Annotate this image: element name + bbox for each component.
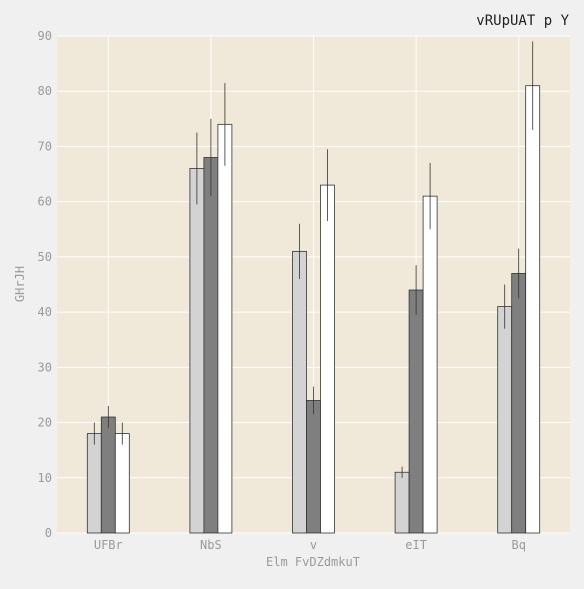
bar bbox=[394, 471, 410, 534]
bar bbox=[203, 157, 219, 534]
y-axis-title: GHrJH bbox=[13, 266, 27, 302]
bar bbox=[306, 400, 321, 534]
bar bbox=[497, 306, 513, 534]
bar bbox=[100, 416, 116, 534]
bars bbox=[86, 41, 541, 534]
bar bbox=[408, 289, 424, 534]
y-tick-label: 30 bbox=[38, 360, 52, 374]
y-tick-label: 10 bbox=[38, 471, 52, 485]
y-tick-label: 40 bbox=[38, 305, 52, 319]
y-tick-label: 50 bbox=[38, 250, 52, 264]
x-tick-label: UFBr bbox=[94, 538, 123, 552]
chart-title: vRUpUAT p Y bbox=[476, 13, 569, 29]
bar bbox=[320, 184, 335, 534]
bar bbox=[217, 123, 233, 534]
bar bbox=[511, 273, 527, 534]
tick-labels: 0 10 20 30 40 50 60 70 80 90 UFBr NbS v eIT Bq bbox=[38, 29, 526, 552]
bar bbox=[525, 85, 541, 534]
y-tick-label: 20 bbox=[38, 416, 52, 430]
x-tick-label: v bbox=[310, 538, 317, 552]
y-tick-label: 80 bbox=[38, 84, 52, 98]
x-tick-label: NbS bbox=[200, 538, 222, 552]
y-tick-label: 70 bbox=[38, 139, 52, 153]
y-tick-label: 90 bbox=[38, 29, 52, 43]
bar bbox=[114, 433, 130, 534]
x-tick-label: eIT bbox=[405, 538, 427, 552]
bar bbox=[189, 168, 205, 534]
y-tick-label: 60 bbox=[38, 195, 52, 209]
y-tick-label: 0 bbox=[45, 526, 52, 540]
bar bbox=[86, 433, 102, 534]
x-tick-label: Bq bbox=[511, 538, 525, 552]
x-axis-title: Elm FvDZdmkuT bbox=[266, 555, 360, 569]
bar bbox=[422, 195, 438, 534]
bar bbox=[292, 250, 307, 534]
